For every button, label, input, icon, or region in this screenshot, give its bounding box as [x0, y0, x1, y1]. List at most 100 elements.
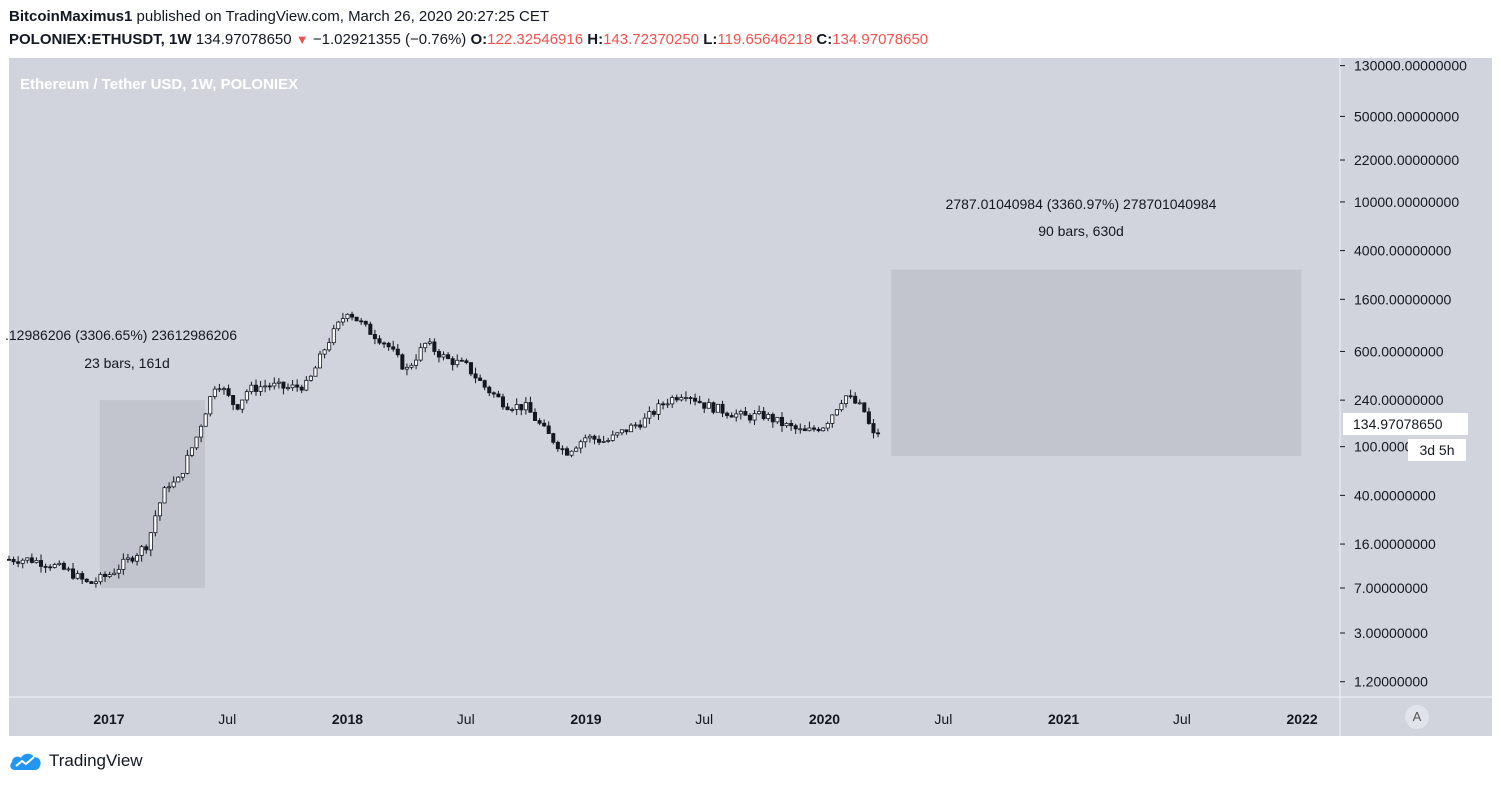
candle-body	[217, 388, 222, 391]
x-tick-label: 2019	[570, 711, 601, 727]
candle-body	[747, 414, 752, 421]
last-price: 134.97078650	[195, 31, 292, 48]
candle-body	[272, 382, 277, 387]
candle-body	[546, 425, 551, 434]
candle-body	[455, 359, 460, 366]
candle-body	[853, 395, 858, 404]
candle-body	[866, 411, 871, 424]
footer-brand[interactable]: TradingView	[9, 748, 143, 774]
price-change: −1.02921355 (−0.76%)	[312, 31, 467, 48]
candle-body	[464, 360, 469, 363]
candle-body	[446, 354, 451, 360]
candle-body	[418, 347, 423, 361]
candle-body	[587, 435, 592, 439]
range-box-2[interactable]	[891, 269, 1302, 456]
candle-body	[414, 359, 419, 366]
candle-body	[752, 413, 757, 421]
candle-body	[322, 349, 327, 355]
candle-body	[29, 557, 34, 563]
candle-body	[665, 403, 670, 406]
candle-body	[336, 321, 341, 330]
candle-body	[98, 573, 103, 583]
candle-body	[139, 546, 144, 556]
candle-body	[331, 328, 336, 344]
candle-body	[743, 411, 748, 416]
candle-body	[779, 416, 784, 427]
y-tick-label: 600.00000000	[1354, 343, 1444, 359]
candle-body	[107, 574, 112, 577]
candle-body	[857, 402, 862, 405]
candle-body	[354, 316, 359, 322]
candle-body	[359, 320, 364, 323]
candle-body	[793, 425, 798, 430]
y-tick-label: 240.00000000	[1354, 392, 1444, 408]
open-value: 122.32546916	[487, 31, 584, 48]
open-label: O:	[470, 31, 488, 48]
candle-body	[244, 391, 249, 401]
range-box-2-label: 2787.01040984 (3360.97%) 278701040984	[946, 196, 1217, 212]
candle-body	[510, 409, 515, 411]
candle-body	[432, 341, 437, 352]
candle-body	[276, 381, 281, 384]
candle-body	[482, 380, 487, 388]
auto-scale-button[interactable]: A	[1405, 705, 1429, 729]
candle-body	[313, 367, 318, 377]
candle-body	[121, 558, 126, 570]
candle-body	[249, 384, 254, 393]
candle-body	[130, 557, 135, 562]
candle-body	[542, 422, 547, 427]
candle-body	[386, 342, 391, 348]
author-name[interactable]: BitcoinMaximus1	[9, 8, 133, 25]
candle-body	[263, 385, 268, 388]
candle-body	[688, 397, 693, 399]
range-box-1[interactable]	[99, 400, 206, 588]
candle-body	[48, 566, 53, 569]
candle-body	[340, 318, 345, 323]
candle-body	[61, 562, 66, 570]
candle-body	[789, 422, 794, 427]
candle-body	[784, 422, 789, 427]
candle-body	[514, 404, 519, 410]
candle-body	[661, 403, 666, 406]
candle-body	[267, 385, 272, 388]
candle-body	[304, 379, 309, 391]
candle-body	[221, 388, 226, 391]
price-chart[interactable]: 130000.00000000 50000.00000000 22000.00000…	[0, 0, 1501, 740]
candle-body	[75, 573, 80, 579]
candle-body	[226, 388, 231, 396]
candle-body	[491, 392, 496, 395]
candle-body	[528, 402, 533, 413]
candle-body	[363, 320, 368, 325]
candle-body	[400, 354, 405, 370]
candle-body	[487, 386, 492, 394]
candle-body	[775, 416, 780, 423]
candle-body	[180, 473, 185, 478]
candle-body	[839, 403, 844, 411]
candle-body	[574, 447, 579, 452]
x-tick-label: Jul	[934, 711, 952, 727]
y-tick-label: 7.00000000	[1354, 580, 1428, 596]
candle-body	[299, 386, 304, 391]
candle-body	[427, 341, 432, 344]
candle-body	[167, 486, 172, 489]
candle-body	[43, 566, 48, 568]
candle-body	[290, 384, 295, 389]
candle-body	[505, 406, 510, 411]
candle-body	[848, 395, 853, 398]
candle-body	[203, 413, 208, 427]
y-tick-label: 130000.00000000	[1354, 58, 1467, 74]
candle-body	[816, 428, 821, 432]
candle-body	[761, 410, 766, 419]
x-tick-label: Jul	[1173, 711, 1191, 727]
candle-body	[185, 454, 190, 474]
candle-body	[57, 562, 62, 565]
candle-body	[208, 396, 213, 415]
candle-body	[372, 334, 377, 340]
candle-body	[436, 351, 441, 358]
candle-body	[697, 400, 702, 404]
candle-body	[473, 373, 478, 379]
x-tick-label: Jul	[695, 711, 713, 727]
low-label: L:	[703, 31, 718, 48]
x-tick-label: 2021	[1048, 711, 1079, 727]
candle-body	[693, 397, 698, 402]
